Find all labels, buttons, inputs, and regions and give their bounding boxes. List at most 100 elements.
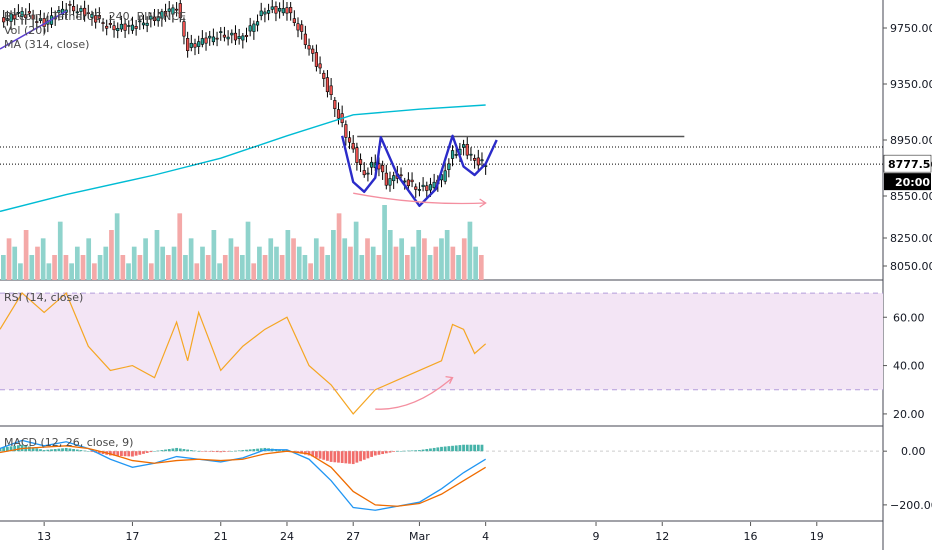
candle-body: [79, 8, 83, 12]
candle-body: [16, 12, 20, 14]
macd-histogram-bar: [171, 448, 175, 452]
volume-bar: [268, 238, 274, 280]
volume-bar: [325, 255, 331, 280]
volume-bar: [205, 255, 211, 280]
candle-body: [473, 158, 477, 161]
macd-histogram-bar: [219, 451, 223, 453]
macd-histogram-bar: [97, 451, 101, 454]
candle-body: [270, 6, 274, 10]
candle-body: [163, 11, 168, 17]
volume-bar: [74, 246, 80, 280]
macd-histogram-bar: [440, 446, 443, 452]
volume-bar: [370, 246, 376, 280]
volume-bar: [92, 263, 97, 280]
macd-histogram-bar: [351, 451, 355, 465]
macd-histogram-bar: [164, 449, 167, 452]
volume-bar: [126, 263, 131, 280]
macd-histogram-bar: [39, 449, 42, 452]
macd-histogram-bar: [451, 445, 454, 452]
rsi-indicator-label[interactable]: RSI (14, close): [4, 291, 84, 304]
macd-histogram-bar: [458, 445, 462, 452]
candle-body: [347, 137, 352, 143]
candle-body: [362, 170, 366, 176]
macd-tick-label: 0.00: [901, 445, 926, 458]
candle-body: [211, 36, 215, 43]
x-tick-label: 4: [482, 530, 489, 543]
candle-body: [443, 170, 447, 182]
macd-histogram-bar: [200, 451, 204, 452]
x-tick-label: 27: [346, 530, 360, 543]
volume-bar: [257, 246, 262, 280]
macd-histogram-bar: [226, 451, 230, 452]
volume-bar: [160, 246, 166, 280]
macd-histogram-bar: [381, 451, 385, 455]
candle-body: [403, 180, 407, 183]
macd-histogram-bar: [373, 451, 377, 456]
candle-body: [417, 189, 422, 191]
volume-bar: [473, 246, 478, 280]
macd-histogram-bar: [465, 444, 469, 452]
candle-body: [233, 32, 238, 41]
volume-bar: [376, 255, 382, 280]
macd-histogram-bar: [403, 450, 407, 452]
candle-body: [241, 35, 245, 41]
x-tick-label: 13: [37, 530, 51, 543]
macd-histogram-bar: [311, 451, 315, 457]
macd-histogram-bar: [28, 446, 31, 452]
macd-histogram-bar: [399, 450, 403, 452]
volume-bar: [478, 255, 484, 280]
candle-body: [336, 109, 341, 119]
candle-body: [204, 37, 208, 44]
volume-bar: [365, 238, 370, 280]
candle-body: [381, 165, 385, 173]
candle-body: [97, 15, 101, 19]
candle-body: [31, 14, 35, 20]
macd-histogram-bar: [153, 451, 156, 452]
macd-histogram-bar: [189, 450, 193, 452]
macd-legend: MACD (12, 26, close, 9): [4, 436, 133, 450]
candle-body: [208, 35, 212, 39]
macd-histogram-bar: [359, 451, 362, 462]
candle-body: [57, 10, 61, 13]
volume-bar: [97, 255, 103, 280]
volume-bar: [1, 255, 6, 280]
volume-bar: [461, 238, 467, 280]
volume-bar: [86, 238, 92, 280]
macd-histogram-bar: [13, 445, 17, 452]
volume-bar: [57, 221, 63, 280]
macd-histogram-bar: [340, 451, 344, 463]
macd-histogram-bar: [186, 449, 190, 452]
volume-bar: [80, 255, 86, 280]
candle-body: [314, 52, 318, 67]
macd-indicator-label[interactable]: MACD (12, 26, close, 9): [4, 436, 134, 449]
candle-body: [454, 154, 458, 156]
macd-histogram-bar: [5, 446, 9, 452]
macd-histogram-bar: [454, 445, 458, 452]
ma-314-line: [0, 104, 486, 213]
volume-bar: [143, 238, 148, 280]
volume-bar: [154, 230, 160, 280]
candle-body: [197, 41, 201, 47]
candle-body: [292, 18, 296, 23]
x-tick-label: 17: [125, 530, 139, 543]
macd-histogram-bar: [248, 449, 252, 452]
macd-histogram-bar: [230, 451, 234, 452]
macd-histogram-bar: [429, 448, 432, 452]
macd-histogram-bar: [64, 447, 68, 452]
volume-bar: [18, 263, 23, 280]
volume-indicator-label[interactable]: Vol (20): [4, 24, 47, 37]
volume-bar: [194, 263, 200, 280]
macd-histogram-bar: [86, 451, 90, 452]
volume-bar: [382, 205, 387, 280]
candle-body: [119, 23, 124, 30]
candle-body: [285, 7, 289, 14]
symbol-label[interactable]: Bitcoin / TetherUS, 240, BINANCE: [4, 10, 187, 23]
price-tick-label: 8050.00: [890, 260, 932, 273]
macd-histogram-bar: [406, 450, 410, 452]
macd-histogram-bar: [0, 447, 2, 452]
macd-histogram-bar: [138, 451, 142, 455]
candle-body: [289, 7, 293, 14]
macd-histogram-bar: [53, 449, 57, 452]
candle-body: [296, 23, 300, 31]
ma-indicator-label[interactable]: MA (314, close): [4, 38, 90, 51]
